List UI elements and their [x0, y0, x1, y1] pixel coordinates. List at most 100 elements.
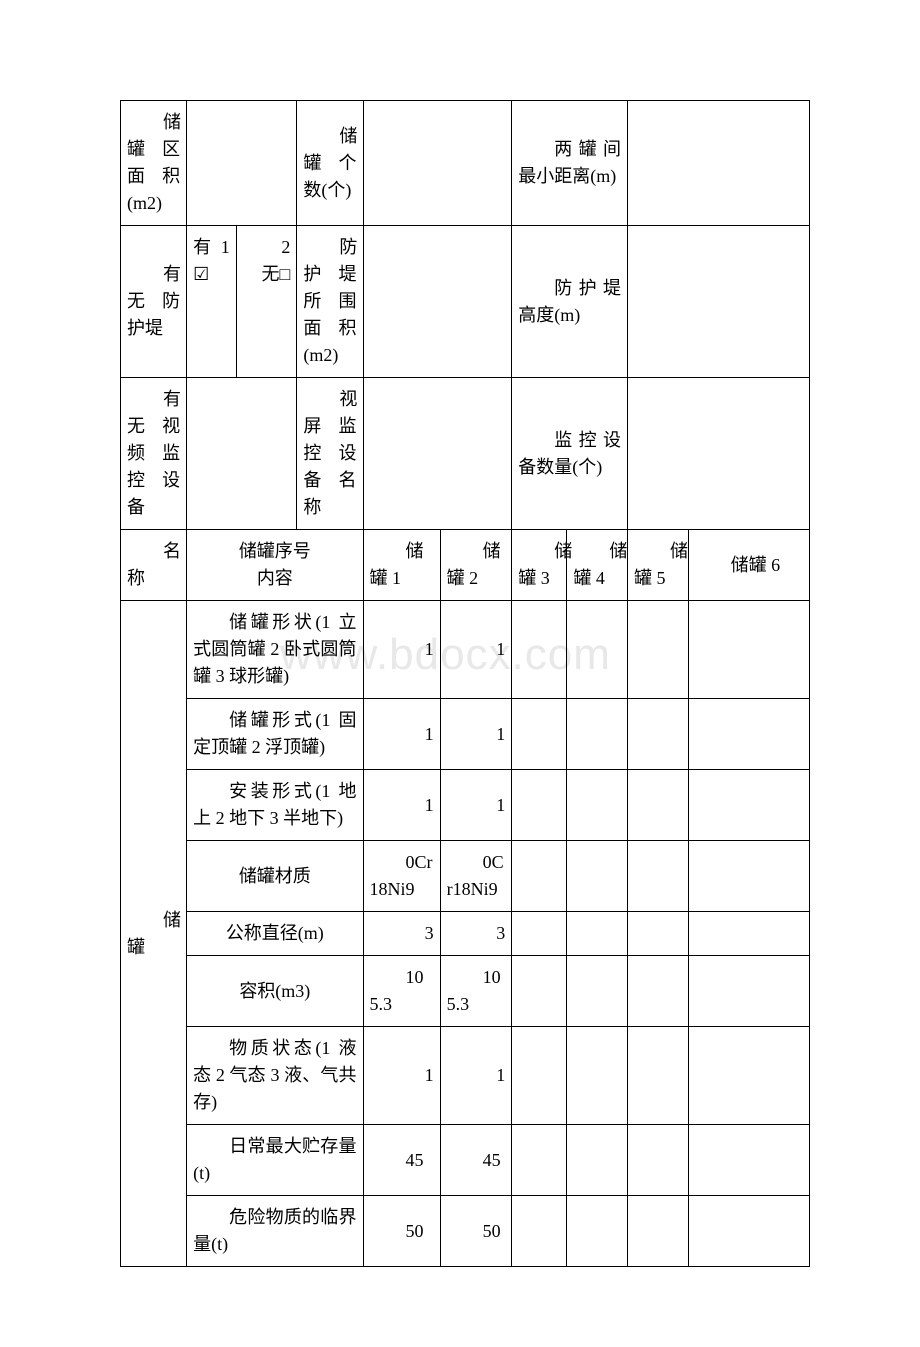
tank-5-v2: 105.3	[440, 956, 512, 1027]
tank-3-v1: 0Cr18Ni9	[363, 841, 440, 912]
screen-value	[363, 378, 512, 530]
tank-row-7: 日常最大贮存量(t) 45 45	[121, 1125, 810, 1196]
dike-area-label: 防护堤所围面积(m2)	[297, 226, 363, 378]
checkbox-checked-icon: ☑	[193, 264, 209, 284]
tank-3-v3	[512, 841, 567, 912]
tank-item-label-6: 物质状态(1 液态 2 气态 3 液、气共存)	[187, 1027, 363, 1125]
tank-row-4: 公称直径(m) 3 3	[121, 912, 810, 956]
tank-1-v2: 1	[440, 699, 512, 770]
min-distance-value	[628, 101, 810, 226]
dike-height-label: 防护堤高度(m)	[512, 226, 628, 378]
tank-6-v4	[567, 1027, 628, 1125]
tank-7-v1: 45	[363, 1125, 440, 1196]
tank-col-5: 储罐 5	[628, 530, 689, 601]
tank-row-5: 容积(m3) 105.3 105.3	[121, 956, 810, 1027]
tank-0-v2: 1	[440, 601, 512, 699]
tank-col-3: 储罐 3	[512, 530, 567, 601]
serial-label-text: 储罐序号	[239, 541, 311, 561]
tank-row-1: 储罐形式(1 固定顶罐 2 浮顶罐) 1 1	[121, 699, 810, 770]
serial-content-label: 储罐序号 内容	[187, 530, 363, 601]
tank-0-v5	[628, 601, 689, 699]
tank-7-v5	[628, 1125, 689, 1196]
tank-5-v5	[628, 956, 689, 1027]
tank-3-v6	[688, 841, 809, 912]
monitor-label: 有无视频监控设备	[121, 378, 187, 530]
tank-0-v1: 1	[363, 601, 440, 699]
dike-no-num: 2	[281, 237, 290, 257]
tank-5-v4	[567, 956, 628, 1027]
tank-4-v3	[512, 912, 567, 956]
min-distance-label: 两罐间最小距离(m)	[512, 101, 628, 226]
tank-item-label-1: 储罐形式(1 固定顶罐 2 浮顶罐)	[187, 699, 363, 770]
tank-1-v1: 1	[363, 699, 440, 770]
tank-2-v5	[628, 770, 689, 841]
area-label: 储罐区面积(m2)	[121, 101, 187, 226]
tank-2-v2: 1	[440, 770, 512, 841]
tank-6-v2: 1	[440, 1027, 512, 1125]
tank-2-v1: 1	[363, 770, 440, 841]
tank-item-label-3: 储罐材质	[187, 841, 363, 912]
tank-row-6: 物质状态(1 液态 2 气态 3 液、气共存) 1 1	[121, 1027, 810, 1125]
tank-1-v6	[688, 699, 809, 770]
dike-row: 有无防护堤 有 1 ☑ 2 无□ 防护堤所围面积(m2) 防护堤高度(m)	[121, 226, 810, 378]
tank-col-1: 储罐 1	[363, 530, 440, 601]
tank-3-v4	[567, 841, 628, 912]
dike-label: 有无防护堤	[121, 226, 187, 378]
tank-count-value	[363, 101, 512, 226]
dike-area-value	[363, 226, 512, 378]
tank-3-v5	[628, 841, 689, 912]
tank-2-v6	[688, 770, 809, 841]
monitor-row: 有无视频监控设备 视屏监控设备名称 监控设备数量(个)	[121, 378, 810, 530]
tank-8-v2: 50	[440, 1196, 512, 1267]
tank-row-0: 储罐 储罐形状(1 立式圆筒罐 2 卧式圆筒罐 3 球形罐) 1 1	[121, 601, 810, 699]
tank-count-label: 储罐个数(个)	[297, 101, 363, 226]
tank-1-v5	[628, 699, 689, 770]
tank-7-v4	[567, 1125, 628, 1196]
tank-8-v4	[567, 1196, 628, 1267]
tank-col-2: 储罐 2	[440, 530, 512, 601]
tank-1-v4	[567, 699, 628, 770]
tank-4-v4	[567, 912, 628, 956]
name-label: 名称	[121, 530, 187, 601]
dike-yes-cell: 有 1 ☑	[187, 226, 237, 378]
content-label-text: 内容	[257, 568, 293, 588]
tank-6-v1: 1	[363, 1027, 440, 1125]
tank-3-v2: 0Cr18Ni9	[440, 841, 512, 912]
dike-no-text: 无□	[261, 264, 290, 284]
tank-item-label-2: 安装形式(1 地上 2 地下 3 半地下)	[187, 770, 363, 841]
tank-spec-table: 储罐区面积(m2) 储罐个数(个) 两罐间最小距离(m) 有无防护堤 有 1 ☑…	[120, 100, 810, 1267]
tank-col-6: 储罐 6	[688, 530, 809, 601]
tank-item-label-4: 公称直径(m)	[187, 912, 363, 956]
screen-label: 视屏监控设备名称	[297, 378, 363, 530]
tank-col-4: 储罐 4	[567, 530, 628, 601]
monitor-value	[187, 378, 297, 530]
area-row: 储罐区面积(m2) 储罐个数(个) 两罐间最小距离(m)	[121, 101, 810, 226]
tank-5-v1: 105.3	[363, 956, 440, 1027]
tank-1-v3	[512, 699, 567, 770]
monitor-count-value	[628, 378, 810, 530]
dike-no-cell: 2 无□	[236, 226, 297, 378]
area-value	[187, 101, 297, 226]
tank-item-label-0: 储罐形状(1 立式圆筒罐 2 卧式圆筒罐 3 球形罐)	[187, 601, 363, 699]
tank-6-v5	[628, 1027, 689, 1125]
tank-0-v4	[567, 601, 628, 699]
tank-2-v4	[567, 770, 628, 841]
tank-7-v2: 45	[440, 1125, 512, 1196]
tank-8-v1: 50	[363, 1196, 440, 1267]
tank-4-v1: 3	[363, 912, 440, 956]
tank-row-3: 储罐材质 0Cr18Ni9 0Cr18Ni9	[121, 841, 810, 912]
tank-5-v6	[688, 956, 809, 1027]
tank-row-8: 危险物质的临界量(t) 50 50	[121, 1196, 810, 1267]
tank-7-v6	[688, 1125, 809, 1196]
dike-height-value	[628, 226, 810, 378]
tank-8-v5	[628, 1196, 689, 1267]
tank-rowhead: 储罐	[121, 601, 187, 1267]
tank-item-label-8: 危险物质的临界量(t)	[187, 1196, 363, 1267]
tank-4-v6	[688, 912, 809, 956]
tank-item-label-5: 容积(m3)	[187, 956, 363, 1027]
monitor-count-label: 监控设备数量(个)	[512, 378, 628, 530]
tank-5-v3	[512, 956, 567, 1027]
tank-row-2: 安装形式(1 地上 2 地下 3 半地下) 1 1	[121, 770, 810, 841]
tank-8-v3	[512, 1196, 567, 1267]
dike-yes-text: 有	[193, 237, 211, 257]
